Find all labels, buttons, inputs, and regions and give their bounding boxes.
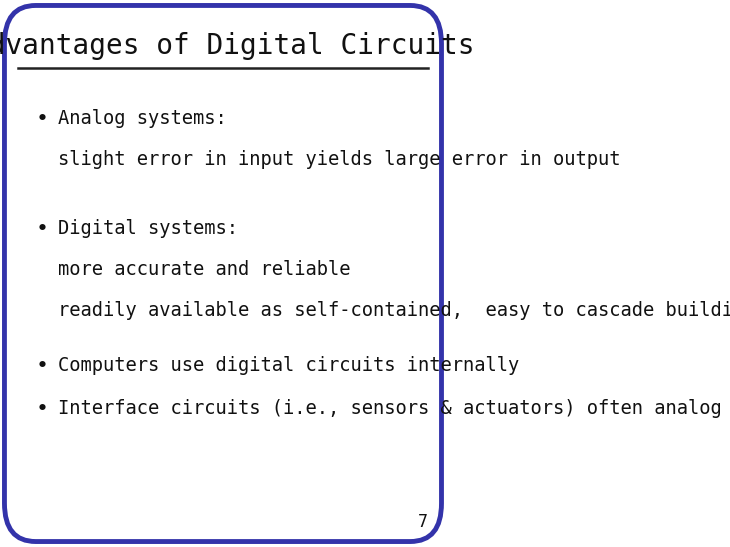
Text: 7: 7 xyxy=(418,513,428,531)
Text: slight error in input yields large error in output: slight error in input yields large error… xyxy=(58,150,620,170)
Text: •: • xyxy=(36,399,49,420)
Text: •: • xyxy=(36,109,49,130)
FancyBboxPatch shape xyxy=(4,5,442,542)
Text: Analog systems:: Analog systems: xyxy=(58,109,227,129)
Text: Digital systems:: Digital systems: xyxy=(58,219,238,238)
Text: Computers use digital circuits internally: Computers use digital circuits internall… xyxy=(58,356,519,375)
Text: •: • xyxy=(36,356,49,376)
Text: •: • xyxy=(36,219,49,239)
Text: readily available as self-contained,  easy to cascade building blocks: readily available as self-contained, eas… xyxy=(58,301,730,320)
Text: Advantages of Digital Circuits: Advantages of Digital Circuits xyxy=(0,32,474,61)
Text: Interface circuits (i.e., sensors & actuators) often analog: Interface circuits (i.e., sensors & actu… xyxy=(58,399,722,418)
Text: more accurate and reliable: more accurate and reliable xyxy=(58,260,350,279)
